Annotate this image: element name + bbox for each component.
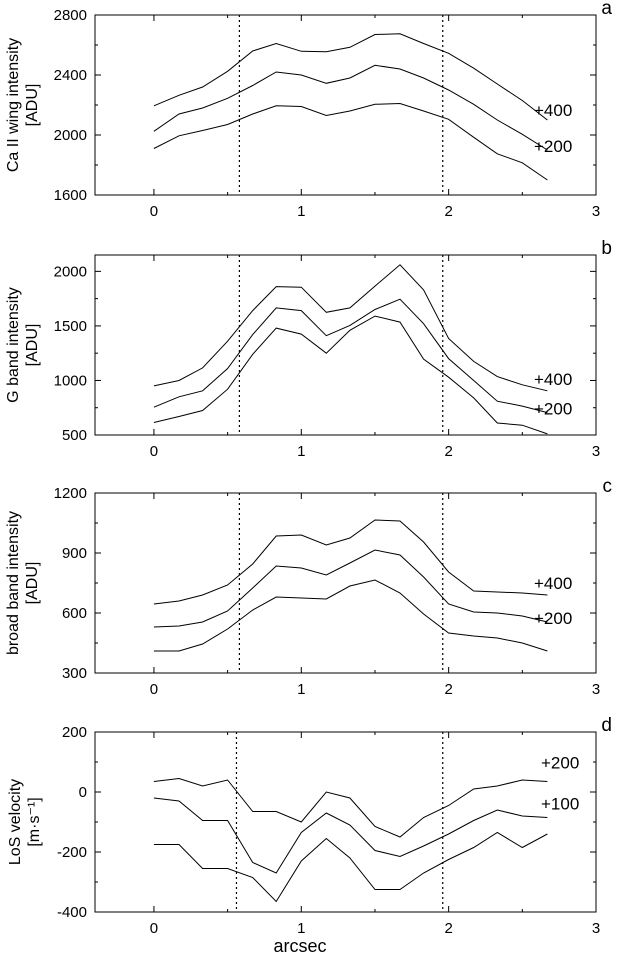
y-tick-label: 500: [62, 427, 87, 444]
series-line-2: [153, 298, 548, 414]
y-axis-label-line: [ADU]: [24, 562, 41, 605]
panel-a: 0 1 2 3 1600 2000 2400 2800 +400 +200 Ca II wing i…: [5, 0, 612, 220]
panel-letter-d: d: [601, 715, 612, 736]
panel-letter-b: b: [601, 238, 612, 259]
series-label-1: +200: [541, 754, 579, 773]
x-tick-label: 3: [592, 203, 600, 220]
y-tick-label: 2400: [54, 67, 87, 84]
y-tick-label: 2000: [54, 263, 87, 280]
y-axis-label-d: LoS velocity [m·s⁻¹]: [7, 779, 43, 865]
y-axis-label-line: [m·s⁻¹]: [26, 797, 43, 846]
x-tick-label: 1: [297, 443, 305, 460]
y-tick-label: 300: [62, 665, 87, 682]
series-label-1: +400: [534, 370, 572, 389]
y-tick-label: 0: [79, 784, 87, 801]
y-tick-label: 1000: [54, 372, 87, 389]
y-tick-label: 2800: [54, 7, 87, 24]
series-line-3: [153, 831, 548, 903]
y-tick-label: -400: [57, 904, 87, 921]
panel-letter-c: c: [603, 476, 613, 497]
series-line-3: [153, 315, 548, 435]
plot-frame-c: [94, 492, 597, 674]
y-axis-label-a: Ca II wing intensity [ADU]: [5, 38, 41, 172]
x-tick-label: 3: [592, 681, 600, 698]
plot-frame-d: [94, 731, 597, 913]
y-tick-label: 200: [62, 724, 87, 741]
x-tick-label: 2: [444, 681, 452, 698]
x-tick-label: 0: [150, 920, 158, 937]
y-tick-label: 1600: [54, 187, 87, 204]
x-tick-label: 2: [444, 203, 452, 220]
panel-b: 0 1 2 3 500 1000 1500 2000 +400 +200 G band intens…: [5, 238, 612, 460]
series-label-2: +200: [534, 609, 572, 628]
series-line-2: [153, 549, 548, 628]
y-tick-label: 600: [62, 605, 87, 622]
x-tick-label: 2: [444, 443, 452, 460]
x-tick-label: 0: [150, 681, 158, 698]
y-axis-label-b: G band intensity [ADU]: [5, 287, 41, 403]
y-tick-label: -200: [57, 844, 87, 861]
series-label-2: +200: [534, 137, 572, 156]
series-line-3: [153, 579, 548, 652]
panel-c: 0 1 2 3 300 600 900 1200 +400 +200 broad band inte…: [5, 476, 612, 698]
y-tick-label: 1500: [54, 318, 87, 335]
x-tick-label: 1: [297, 920, 305, 937]
series-label-2: +100: [541, 795, 579, 814]
y-axis-label-line: Ca II wing intensity: [5, 38, 22, 172]
series-label-1: +400: [534, 574, 572, 593]
y-axis-label-line: [ADU]: [24, 84, 41, 127]
y-tick-label: 2000: [54, 127, 87, 144]
y-axis-label-line: LoS velocity: [7, 779, 24, 865]
panel-d: 0 1 2 3 -400 -200 0 200 +200 +100 LoS velocity [m·s…: [7, 715, 612, 937]
y-axis-label-c: broad band intensity [ADU]: [5, 511, 41, 655]
x-tick-label: 3: [592, 443, 600, 460]
y-tick-label: 900: [62, 545, 87, 562]
plot-frame-a: [94, 14, 597, 196]
plot-frame-b: [94, 254, 597, 436]
series-line-3: [153, 102, 548, 181]
x-tick-label: 1: [297, 203, 305, 220]
series-line-1: [153, 33, 548, 121]
series-line-2: [153, 64, 548, 151]
panel-letter-a: a: [601, 0, 612, 19]
y-axis-label-line: broad band intensity: [5, 511, 22, 655]
series-line-1: [153, 519, 548, 605]
series-line-1: [153, 264, 548, 392]
series-line-2: [153, 797, 548, 874]
x-tick-label: 2: [444, 920, 452, 937]
x-tick-label: 1: [297, 681, 305, 698]
y-axis-label-line: G band intensity: [5, 287, 22, 403]
series-line-1: [153, 777, 548, 838]
series-label-1: +400: [534, 101, 572, 120]
series-label-2: +200: [534, 400, 572, 419]
x-tick-label: 0: [150, 203, 158, 220]
x-tick-label: 3: [592, 920, 600, 937]
y-axis-label-line: [ADU]: [24, 324, 41, 367]
y-tick-label: 1200: [54, 485, 87, 502]
x-axis-label: arcsec: [273, 936, 326, 956]
x-tick-label: 0: [150, 443, 158, 460]
